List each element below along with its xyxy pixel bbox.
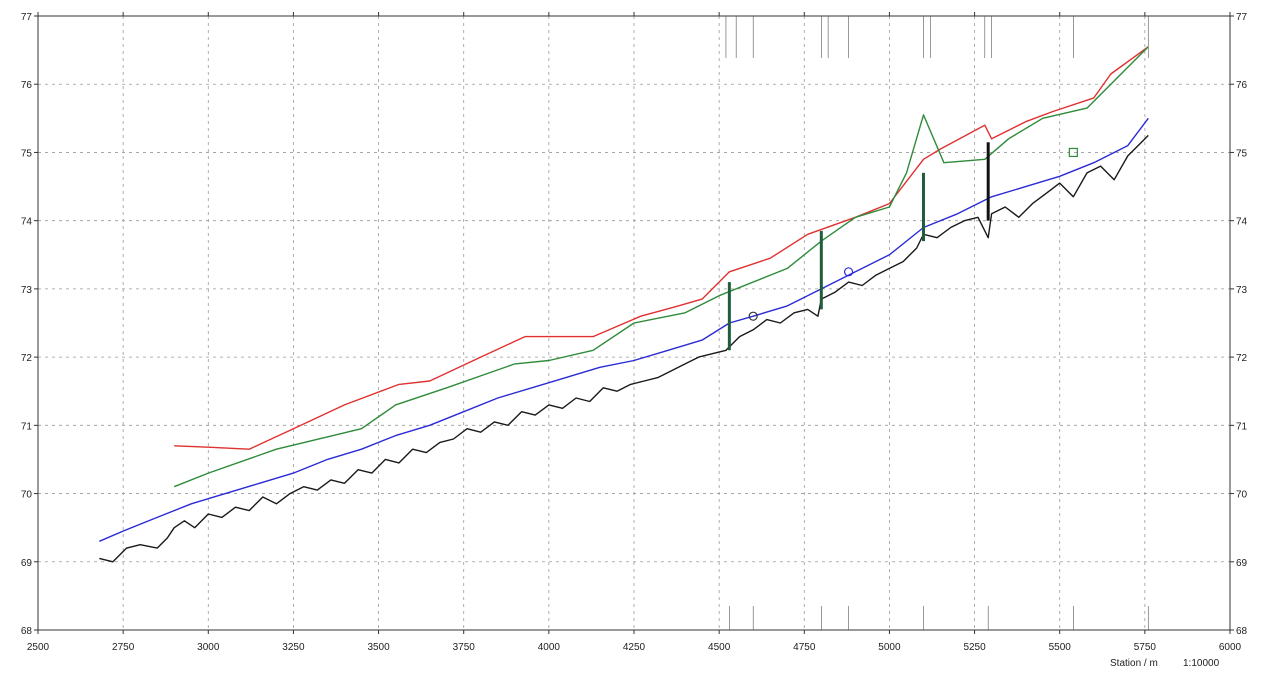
y-tick-label: 75: [21, 148, 33, 159]
y-axis-right: 68 69 70 71 72 73 74 75 76 77: [1230, 12, 1248, 637]
x-axis: 2500 2750 3000 3250 3500 3750 4000 4250 4500 4750…: [27, 12, 1242, 653]
marker-layer: [727, 142, 1078, 351]
x-tick-label: 2500: [27, 642, 50, 653]
scale-label: 1:10000: [1183, 658, 1220, 669]
y-tick-label: 73: [21, 285, 33, 296]
x-tick-label: 3500: [367, 642, 390, 653]
x-tick-label: 4750: [793, 642, 816, 653]
y-tick-label: 72: [21, 353, 33, 364]
y-tick-label: 74: [21, 217, 33, 228]
y-tick-label: 72: [1236, 353, 1248, 364]
point-marker: [748, 311, 758, 321]
y-tick-label: 74: [1236, 217, 1248, 228]
series-line-3: [99, 117, 1149, 542]
x-tick-label: 3000: [197, 642, 220, 653]
y-tick-label: 70: [21, 490, 33, 501]
x-tick-label: 3250: [282, 642, 305, 653]
y-tick-label: 76: [1236, 80, 1248, 91]
y-axis-left: 68 69 70 71 72 73 74 75 76 77: [21, 12, 38, 637]
gridlines: [38, 16, 1230, 630]
series-line-4: [99, 134, 1149, 563]
y-tick-label: 69: [21, 558, 33, 569]
x-tick-label: 2750: [112, 642, 135, 653]
x-tick-label: 5750: [1134, 642, 1157, 653]
x-tick-label: 5500: [1049, 642, 1072, 653]
x-tick-label: 5250: [963, 642, 986, 653]
point-marker: [1068, 147, 1078, 158]
y-tick-label: 77: [21, 12, 33, 23]
x-axis-label: Station / m: [1110, 658, 1158, 669]
x-tick-label: 4250: [623, 642, 646, 653]
x-tick-label: 3750: [453, 642, 476, 653]
y-tick-label: 69: [1236, 558, 1248, 569]
y-tick-label: 70: [1236, 490, 1248, 501]
y-tick-label: 68: [1236, 626, 1248, 637]
annotation-ticks: [725, 16, 1149, 630]
x-tick-label: 4000: [538, 642, 561, 653]
x-tick-label: 5000: [878, 642, 901, 653]
y-tick-label: 73: [1236, 285, 1248, 296]
y-tick-label: 71: [1236, 421, 1248, 432]
y-tick-label: 68: [21, 626, 33, 637]
y-tick-label: 71: [21, 421, 33, 432]
x-tick-label: 4500: [708, 642, 731, 653]
series-line-1: [174, 46, 1149, 450]
point-marker: [843, 267, 854, 277]
y-tick-label: 75: [1236, 148, 1248, 159]
y-tick-label: 77: [1236, 12, 1248, 23]
y-tick-label: 76: [21, 80, 33, 91]
x-tick-label: 6000: [1219, 642, 1242, 653]
